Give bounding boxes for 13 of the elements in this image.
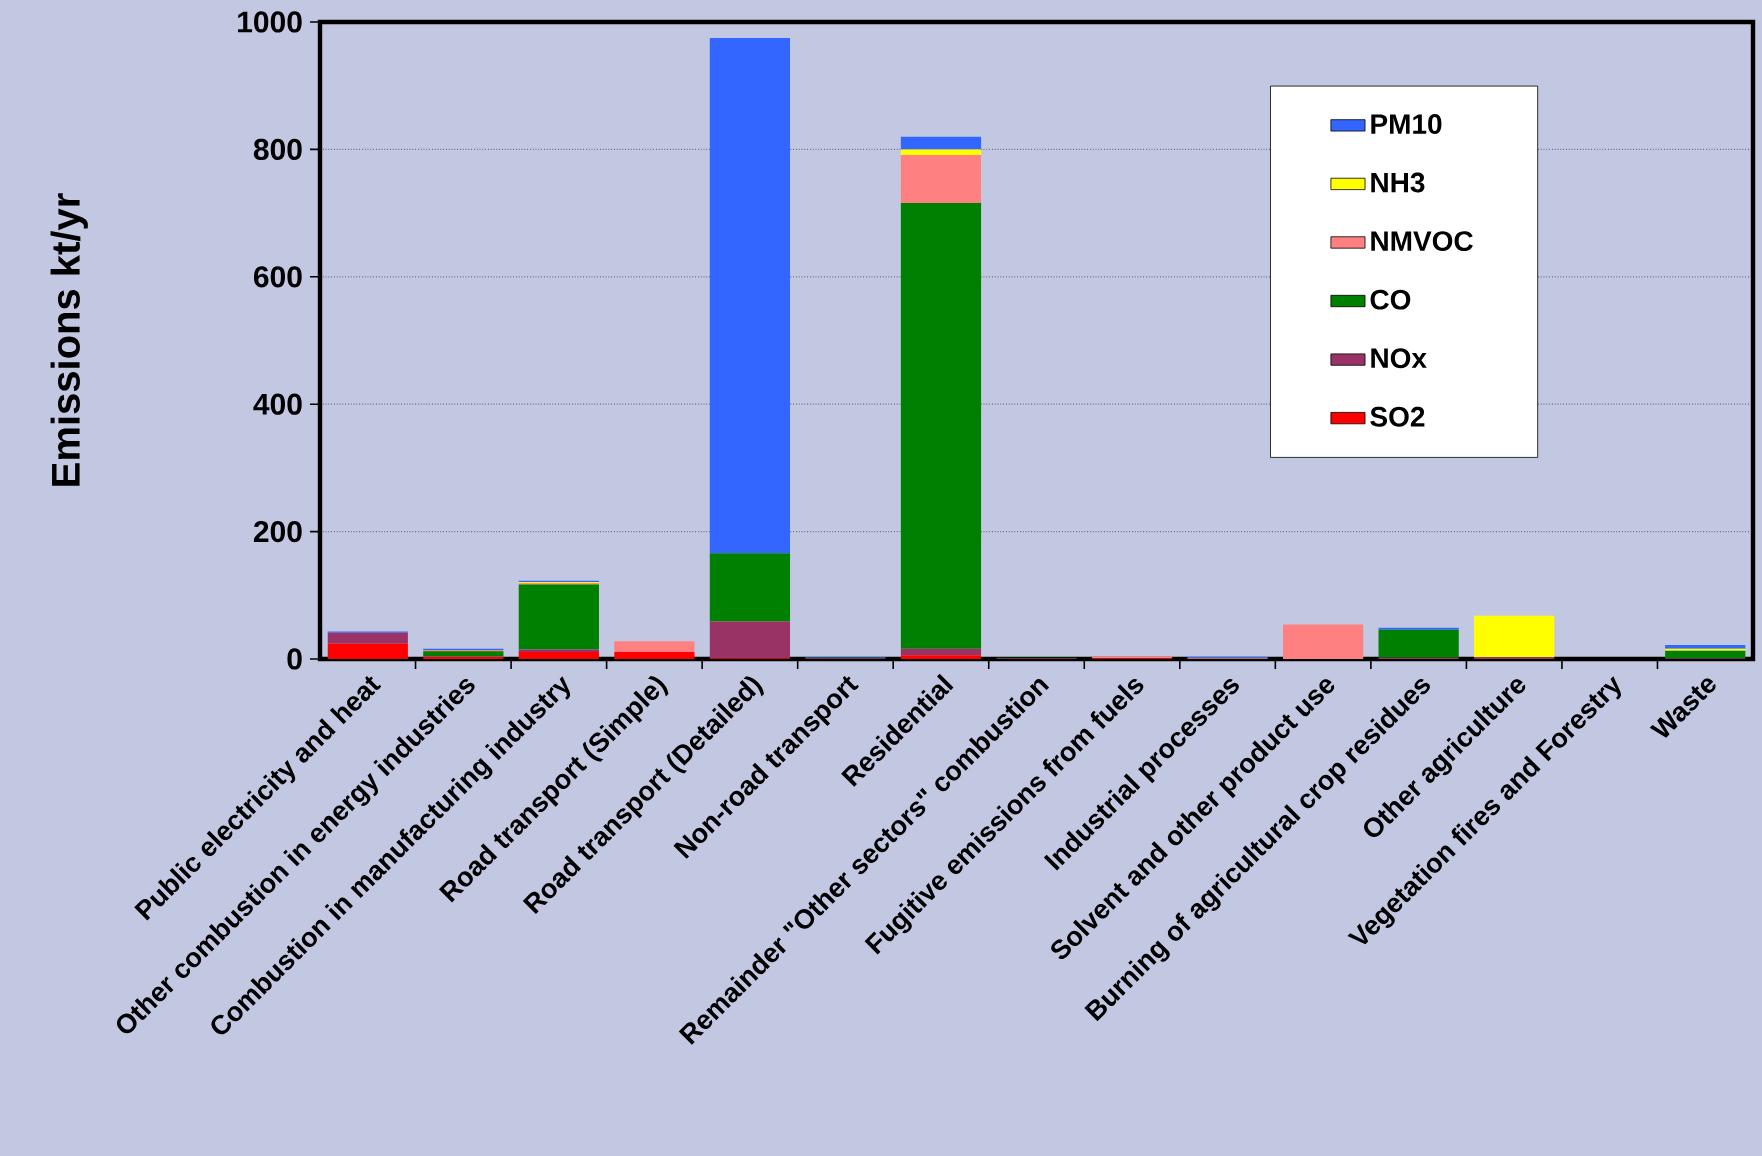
legend-label: NH3: [1371, 172, 1425, 193]
legend-label: NOx: [1371, 348, 1427, 369]
y-tick-label: 0: [287, 648, 302, 670]
y-tick-label: 400: [253, 393, 302, 415]
legend-label: SO2: [1370, 406, 1425, 427]
legend-label: CO: [1370, 289, 1411, 310]
y-tick-label: 600: [253, 266, 302, 288]
y-tick-label: 200: [253, 520, 302, 543]
legend-label: NMVOC: [1371, 231, 1473, 252]
y-tick-label: 1000: [238, 11, 302, 33]
legend-label: PM10: [1371, 114, 1442, 134]
y-tick-label: 800: [253, 138, 302, 160]
y-axis-title: Emissions kt/yr: [50, 193, 88, 486]
